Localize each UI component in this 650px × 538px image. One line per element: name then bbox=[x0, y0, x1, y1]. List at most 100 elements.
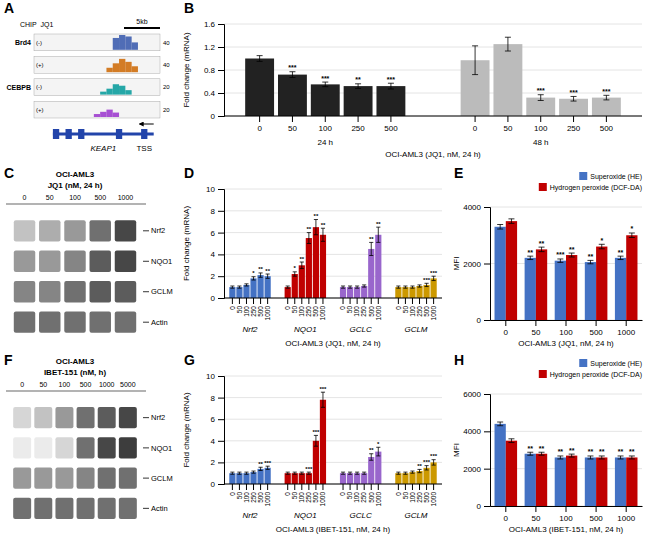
tick-label: 50 bbox=[503, 124, 512, 133]
x-axis-tick: 50 bbox=[531, 320, 540, 337]
tick-label: 1000 bbox=[375, 306, 382, 321]
bar bbox=[361, 473, 367, 484]
track-peaks bbox=[94, 110, 119, 117]
error-bar bbox=[417, 285, 421, 287]
x-axis-tick: 100 bbox=[319, 116, 333, 133]
bar bbox=[354, 287, 360, 298]
x-axis: 050100250500 bbox=[257, 116, 398, 133]
tick-label: 6 bbox=[211, 415, 216, 424]
panel-title: B bbox=[184, 0, 194, 16]
error-bar bbox=[557, 259, 563, 262]
bar bbox=[626, 235, 637, 320]
error-bar bbox=[403, 286, 407, 288]
peak bbox=[125, 62, 131, 72]
protein-label: Actin bbox=[151, 318, 168, 327]
track-strand: (+) bbox=[36, 107, 44, 113]
tick-label: 1000 bbox=[319, 492, 326, 507]
grid-line bbox=[224, 484, 442, 485]
x-axis-tick: 0 bbox=[395, 484, 402, 496]
lane-rule bbox=[6, 204, 146, 205]
tick-mark bbox=[232, 298, 233, 304]
protein-label: Actin bbox=[151, 504, 168, 513]
x-axis-tick: 250 bbox=[567, 116, 581, 133]
tick-label: 100 bbox=[559, 328, 573, 337]
bar bbox=[320, 400, 326, 484]
bar bbox=[566, 255, 577, 320]
significance-label: * bbox=[630, 225, 633, 232]
tick-mark bbox=[398, 298, 399, 304]
bar bbox=[536, 249, 547, 320]
blot-band bbox=[115, 251, 136, 272]
tick-mark bbox=[505, 506, 506, 512]
y-axis-tick: 10 bbox=[206, 185, 224, 194]
tick-label: 2 bbox=[211, 272, 216, 281]
x-axis-tick: 1000 bbox=[375, 484, 382, 506]
tick-mark bbox=[540, 116, 541, 122]
grid-line bbox=[224, 254, 442, 255]
x-axis: 0501002505001000 bbox=[284, 298, 326, 320]
x-axis-title: OCI-AML3 (JQ1, nM, 24 h) bbox=[518, 339, 614, 348]
tick-label: 500 bbox=[384, 124, 398, 133]
bar bbox=[245, 59, 274, 117]
error-bar bbox=[355, 286, 359, 288]
significance-label: ** bbox=[376, 221, 381, 227]
significance-label: ** bbox=[321, 222, 326, 228]
error-bar bbox=[629, 233, 635, 238]
bar bbox=[236, 473, 242, 484]
tick-mark bbox=[507, 116, 508, 122]
blot-band bbox=[119, 498, 137, 519]
bar bbox=[409, 287, 415, 298]
track-strand: (-) bbox=[36, 84, 42, 90]
error-bar bbox=[348, 286, 352, 288]
error-bar bbox=[251, 277, 255, 280]
tick-mark bbox=[484, 320, 490, 321]
tick-label: 250 bbox=[416, 492, 423, 503]
tick-label: 100 bbox=[353, 306, 360, 317]
grid bbox=[490, 207, 642, 320]
bar bbox=[585, 457, 596, 506]
chip-label: CHIP JQ1 bbox=[20, 21, 53, 29]
tick-label: 4 bbox=[211, 437, 216, 446]
x-axis-tick: 100 bbox=[409, 484, 416, 503]
tick-mark bbox=[350, 298, 351, 304]
star-labels: **************** bbox=[528, 445, 635, 456]
tick-label: 50 bbox=[531, 514, 540, 523]
blot-band bbox=[77, 498, 95, 519]
bar bbox=[265, 468, 271, 484]
star-labels: ************************* bbox=[258, 386, 438, 472]
error-bar bbox=[355, 472, 359, 474]
tick-mark bbox=[218, 93, 224, 94]
y-axis: 0200040006000 bbox=[463, 390, 490, 511]
significance-label: *** bbox=[602, 88, 610, 95]
tick-mark bbox=[239, 484, 240, 490]
significance-label: ** bbox=[355, 76, 361, 83]
x-axis: 0501005001000 bbox=[491, 506, 643, 523]
bar bbox=[361, 286, 367, 298]
blot-band bbox=[115, 220, 136, 241]
significance-label: ** bbox=[539, 445, 545, 452]
x-axis-tick: 250 bbox=[250, 298, 257, 317]
tick-label: 500 bbox=[368, 306, 375, 317]
significance-label: ** bbox=[618, 448, 624, 455]
significance-label: ** bbox=[599, 448, 605, 455]
significance-label: *** bbox=[423, 459, 431, 465]
y-axis-tick: 2000 bbox=[463, 260, 490, 269]
bar bbox=[299, 473, 305, 484]
grid-line bbox=[224, 276, 442, 277]
x-axis-tick: 0 bbox=[229, 298, 236, 310]
tick-mark bbox=[218, 398, 224, 399]
tick-mark bbox=[535, 506, 536, 512]
peak bbox=[113, 63, 119, 72]
plot: ***************0200040000501005001000OCI… bbox=[452, 172, 643, 348]
significance-label: ** bbox=[528, 445, 534, 452]
error-bar bbox=[432, 460, 436, 465]
tick-mark bbox=[325, 116, 326, 122]
blot-band bbox=[98, 498, 116, 519]
error-bar bbox=[259, 467, 263, 470]
protein-label: NQO1 bbox=[151, 444, 172, 453]
x-axis-title: OCI-AML3 (IBET-151, nM, 24 h) bbox=[509, 525, 624, 534]
tick-label: 50 bbox=[531, 328, 540, 337]
error-bar bbox=[417, 469, 421, 472]
bar bbox=[395, 473, 401, 484]
y-axis-title: Fold change (mRNA) bbox=[182, 32, 191, 107]
